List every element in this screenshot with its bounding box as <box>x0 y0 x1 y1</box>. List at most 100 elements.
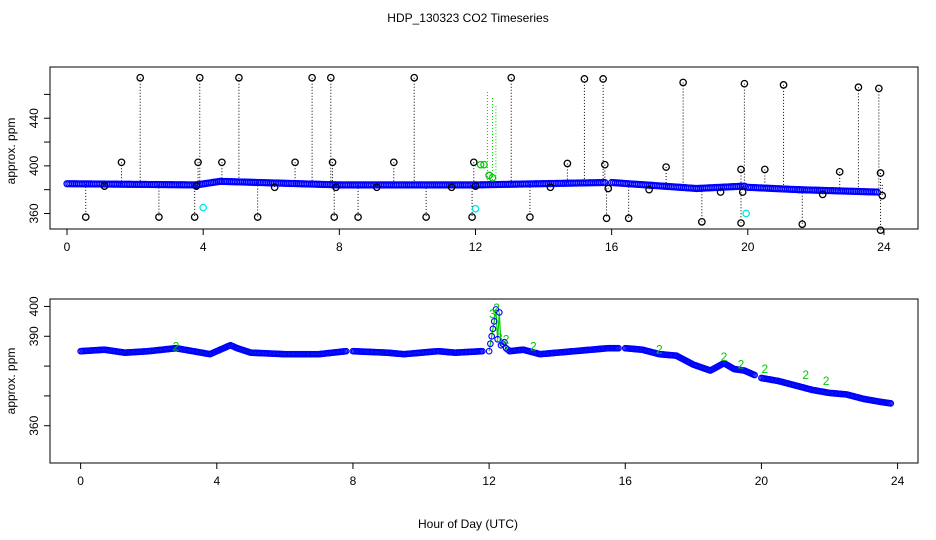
top-extreme-point <box>81 213 90 221</box>
top-y-tick-label: 400 <box>27 156 41 176</box>
top-extreme-point <box>468 213 476 221</box>
top-extreme-point <box>195 73 204 82</box>
bottom-y-tick-label: 360 <box>27 415 41 435</box>
top-extreme-point <box>604 184 613 193</box>
bottom-x-tick-label: 20 <box>755 474 769 488</box>
top-extreme-point <box>662 163 670 171</box>
bottom-green-label: 2 <box>802 368 809 382</box>
top-extreme-point <box>878 191 887 200</box>
top-extreme-point <box>600 160 609 169</box>
top-plot-frame <box>49 66 919 230</box>
bottom-data-point <box>342 347 350 355</box>
bottom-x-tick-label: 24 <box>891 474 905 488</box>
bottom-data-point <box>494 335 501 343</box>
top-extreme-point <box>624 214 633 223</box>
bottom-data-point <box>495 309 503 316</box>
top-extreme-point <box>253 213 262 221</box>
bottom-data-point <box>490 318 498 325</box>
bottom-green-label: 3 <box>496 331 503 345</box>
top-extreme-point <box>526 213 534 221</box>
top-extreme-point <box>194 158 202 167</box>
bottom-data-point <box>485 347 493 355</box>
bottom-green-label: 2 <box>656 343 663 357</box>
top-x-tick-label: 24 <box>877 240 891 254</box>
top-extreme-point <box>563 159 572 168</box>
top-extreme-point <box>737 219 745 227</box>
bottom-data-point <box>478 347 486 355</box>
top-x-tick-label: 4 <box>200 240 207 254</box>
bottom-data-point <box>751 371 758 379</box>
top-y-tick-label: 360 <box>27 203 41 223</box>
top-y-tick-label: 440 <box>27 108 41 128</box>
bottom-green-label: 2 <box>173 340 180 354</box>
bottom-data-point <box>487 340 494 348</box>
top-extreme-point <box>779 81 788 89</box>
top-extreme-point <box>546 183 555 192</box>
bottom-x-tick-label: 4 <box>213 474 220 488</box>
top-extreme-point <box>389 158 398 167</box>
bottom-y-tick-label: 400 <box>27 296 41 316</box>
top-extreme-point <box>447 183 456 192</box>
top-panel-ylabel: approx. ppm <box>4 118 18 185</box>
bottom-data-point <box>501 338 508 346</box>
bottom-plot-frame <box>49 298 919 464</box>
top-extreme-point <box>136 73 145 82</box>
top-extreme-point <box>308 73 316 82</box>
bottom-data-point <box>488 332 496 340</box>
top-baseline-point <box>873 188 881 196</box>
top-x-tick-label: 0 <box>64 240 71 254</box>
top-extreme-point <box>818 190 827 199</box>
top-extreme-point <box>798 220 807 229</box>
bottom-data-point <box>615 344 622 352</box>
top-extreme-point <box>645 185 653 194</box>
top-x-tick-label: 16 <box>605 240 619 254</box>
top-extreme-point <box>410 73 419 82</box>
top-extreme-point <box>469 158 478 167</box>
top-extreme-point <box>117 158 126 167</box>
top-cyan-point <box>199 203 208 212</box>
bottom-data-point <box>489 325 497 333</box>
top-baseline-point <box>601 178 609 187</box>
bottom-green-label: 2 <box>761 362 768 376</box>
top-green-point <box>476 160 485 169</box>
bottom-green-label: 2 <box>503 332 510 346</box>
top-green-point <box>488 173 497 182</box>
top-extreme-point <box>740 79 749 88</box>
top-extreme-point <box>155 213 163 221</box>
top-extreme-point <box>330 213 339 221</box>
top-green-point <box>480 160 488 169</box>
top-panel: approx. ppm 0 4 8 12 16 20 24 360 400 440 <box>4 66 919 254</box>
top-extreme-point <box>235 73 243 82</box>
bottom-panel-ylabel: approx. ppm <box>4 348 18 415</box>
top-extreme-point <box>854 83 863 92</box>
bottom-green-label: 3 <box>489 307 496 321</box>
bottom-green-label: 2 <box>721 350 728 364</box>
top-extreme-point <box>422 213 430 221</box>
bottom-green-label: 2 <box>738 358 745 372</box>
top-extreme-point <box>716 188 725 196</box>
bottom-green-label: 2 <box>823 374 830 388</box>
top-cyan-point <box>742 209 750 218</box>
top-extreme-point <box>507 73 516 82</box>
bottom-x-tick-label: 12 <box>482 474 496 488</box>
top-extreme-point <box>599 75 607 83</box>
top-x-tick-label: 20 <box>741 240 755 254</box>
top-extreme-point <box>875 84 883 93</box>
top-extreme-point <box>876 226 885 235</box>
top-extreme-point <box>580 75 589 83</box>
top-extreme-point <box>100 182 109 190</box>
bottom-data-point <box>499 340 507 348</box>
bottom-x-tick-label: 16 <box>619 474 633 488</box>
top-x-tick-label: 12 <box>469 240 483 254</box>
figure-title: HDP_130323 CO2 Timeseries <box>387 11 548 25</box>
top-extreme-point <box>328 158 337 167</box>
top-extreme-point <box>760 165 769 174</box>
bottom-data-point <box>887 400 895 407</box>
top-extreme-point <box>679 78 687 87</box>
top-x-tick-label: 8 <box>336 240 343 254</box>
top-extreme-point <box>192 182 201 190</box>
top-extreme-point <box>835 167 844 176</box>
top-extreme-point <box>698 218 706 226</box>
